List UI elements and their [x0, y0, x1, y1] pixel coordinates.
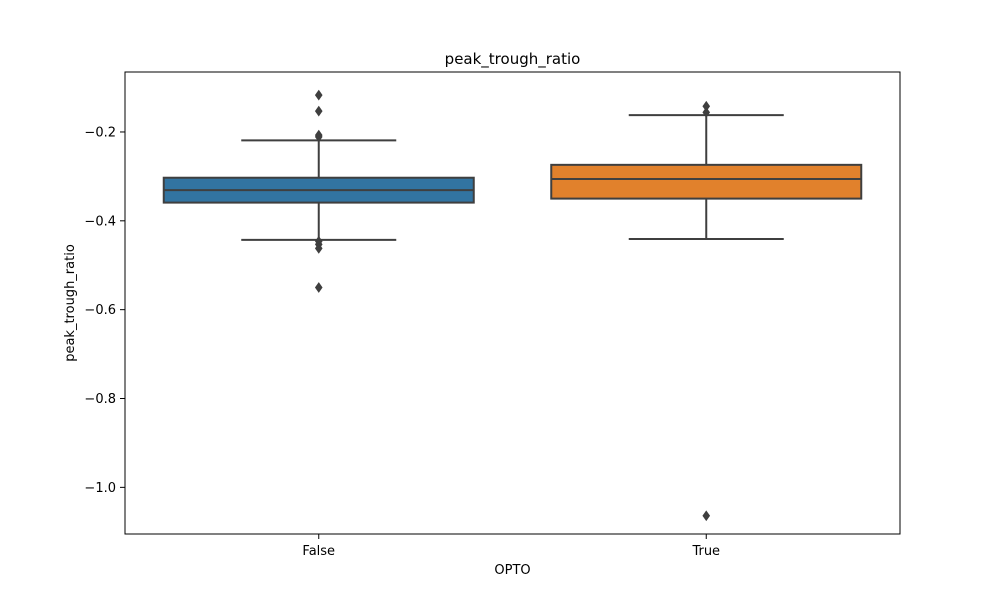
box-group-false [162, 89, 475, 293]
y-axis-label: peak_trough_ratio [63, 244, 78, 362]
outlier-point [702, 107, 711, 118]
box-group-true [550, 100, 863, 522]
x-axis: False True [302, 534, 720, 559]
boxes-layer [162, 89, 863, 522]
y-tick-label: −0.6 [84, 303, 116, 318]
chart-title: peak_trough_ratio [445, 50, 581, 69]
outlier-point [702, 510, 711, 522]
outlier-point [314, 242, 323, 254]
y-axis: −0.2 −0.4 −0.6 −0.8 −1.0 [84, 125, 125, 496]
outlier-point [314, 105, 323, 117]
iqr-box [550, 163, 863, 200]
x-axis-label: OPTO [494, 563, 530, 578]
outlier-point [314, 282, 323, 293]
plot-area-frame [124, 71, 901, 535]
outlier-point [314, 89, 323, 101]
x-tick-label: False [302, 544, 335, 559]
y-tick-label: −0.4 [84, 214, 116, 229]
y-tick-label: −1.0 [84, 481, 116, 496]
y-tick-label: −0.8 [84, 392, 116, 407]
outlier-point [314, 131, 323, 143]
x-tick-label: True [691, 544, 720, 559]
y-tick-label: −0.2 [84, 125, 116, 140]
